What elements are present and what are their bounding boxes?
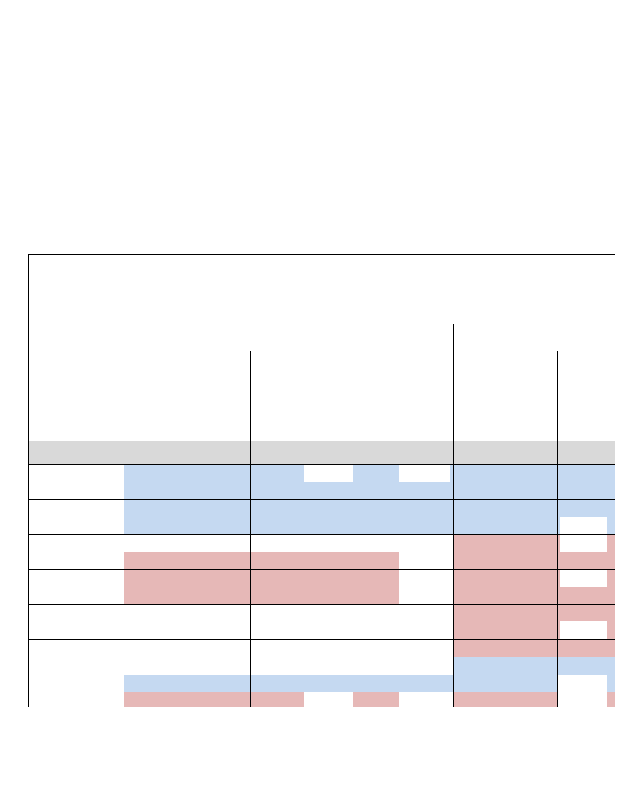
cell-fill: [353, 692, 399, 707]
cell-fill: [560, 569, 607, 587]
cell-fill: [124, 464, 615, 499]
cell-fill: [453, 657, 615, 675]
cell-fill: [399, 464, 450, 482]
cell-fill: [124, 569, 399, 604]
cell-fill: [453, 639, 615, 657]
cell-fill: [124, 692, 304, 707]
cell-fill: [124, 675, 557, 692]
cell-fill: [453, 692, 557, 707]
cell-fill: [124, 552, 399, 569]
cell-fill: [560, 534, 607, 552]
cell-fill: [607, 675, 615, 692]
cell-fill: [124, 499, 615, 534]
cell-fill: [560, 517, 607, 534]
cell-fill: [560, 621, 607, 639]
cell-fill: [304, 464, 353, 482]
header-band: [28, 441, 615, 464]
cell-fill: [607, 692, 615, 707]
